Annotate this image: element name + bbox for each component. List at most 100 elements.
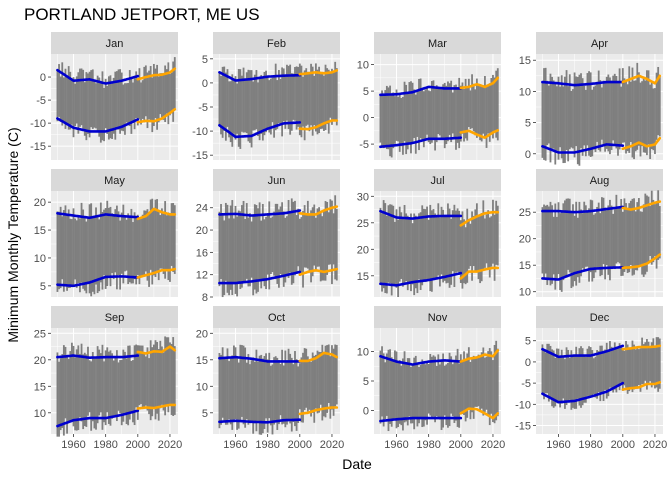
range-bar	[165, 69, 168, 114]
range-bar	[552, 80, 555, 149]
range-bar	[493, 345, 496, 424]
range-bar	[485, 214, 488, 264]
range-bar	[122, 349, 125, 422]
range-bar	[72, 77, 75, 138]
range-bar	[584, 356, 587, 403]
range-bar	[232, 345, 235, 422]
range-bar	[647, 341, 650, 384]
range-bar	[408, 218, 411, 283]
range-bar	[117, 69, 120, 130]
range-bar	[610, 80, 613, 150]
panel-sep: Sep 10 15 20 25 1960 1980 2000 2020	[34, 306, 182, 451]
range-bar	[281, 202, 284, 276]
range-bar	[151, 198, 154, 285]
range-bar	[91, 352, 94, 422]
trend-line-lower-early	[56, 275, 140, 288]
range-bar	[95, 207, 97, 285]
range-bar	[242, 345, 245, 425]
range-bar	[448, 208, 451, 288]
range-bar	[573, 215, 576, 282]
range-bar	[156, 342, 159, 414]
range-bar	[646, 70, 648, 156]
range-bar	[289, 353, 292, 424]
range-bar	[461, 211, 464, 289]
range-bar	[649, 346, 652, 382]
range-bar	[127, 345, 130, 426]
range-bar	[564, 76, 566, 163]
panel-oct: Oct 5 10 15 20 1960 1980 2000 2020	[196, 306, 344, 451]
range-bar	[546, 204, 549, 285]
range-bar	[135, 218, 138, 285]
range-bar	[586, 73, 589, 146]
range-bar	[583, 85, 586, 146]
range-bar	[435, 217, 438, 280]
range-bar	[639, 211, 642, 266]
range-bar	[103, 209, 105, 276]
range-bar	[269, 217, 272, 275]
range-bar	[136, 345, 139, 420]
range-bar	[408, 358, 411, 417]
range-bar	[303, 205, 306, 268]
range-bar	[455, 210, 457, 273]
range-bar	[250, 70, 253, 148]
range-bar	[479, 84, 482, 141]
range-bar	[241, 205, 243, 288]
range-bar	[419, 78, 422, 139]
range-bar	[552, 216, 555, 275]
range-bar	[421, 205, 424, 286]
range-bar	[313, 75, 316, 126]
range-bar	[547, 85, 550, 144]
range-bar	[74, 83, 77, 127]
range-bar	[625, 340, 627, 388]
range-bar	[480, 86, 483, 142]
range-bar	[278, 359, 280, 425]
y-axis-label: Minimum Monthly Temperature (C)	[5, 127, 21, 342]
range-bar	[599, 345, 602, 402]
range-bar	[439, 364, 441, 420]
range-bar	[636, 62, 639, 150]
range-bar	[313, 355, 316, 423]
range-bar	[101, 71, 104, 141]
range-bar	[456, 87, 459, 143]
range-bar	[617, 206, 619, 263]
range-bar	[432, 80, 435, 139]
range-bar	[612, 347, 615, 393]
range-bar	[154, 68, 157, 119]
trend-line-lower-late	[621, 136, 662, 151]
range-bar	[79, 218, 81, 293]
range-bar	[430, 356, 433, 419]
range-bar	[451, 92, 454, 134]
range-bar	[649, 206, 652, 256]
range-bar	[453, 204, 456, 288]
range-bar	[439, 217, 441, 287]
range-bar	[384, 90, 387, 146]
range-bar	[410, 366, 412, 424]
facet-panels: Jan -15 -10 -5 0 Feb -15 -10 -5 0 5 Mar -5 0 5 10 Apr 0 5 1…	[30, 32, 667, 451]
range-bar	[472, 83, 475, 132]
range-bar	[67, 66, 70, 130]
range-bar	[458, 77, 461, 149]
range-bar	[560, 212, 563, 292]
range-bar	[173, 57, 176, 109]
range-bar	[414, 215, 417, 289]
range-bar	[297, 366, 300, 423]
strip-label: Apr	[591, 38, 608, 50]
range-bar	[589, 347, 592, 396]
range-bar	[252, 216, 255, 296]
range-bar	[639, 82, 642, 157]
range-bar	[64, 346, 67, 419]
range-bar	[221, 66, 224, 138]
range-bar	[144, 65, 147, 117]
range-bar	[319, 352, 322, 405]
range-bar	[381, 346, 383, 417]
range-bar	[120, 212, 123, 274]
range-bar	[547, 206, 550, 280]
range-bar	[107, 207, 110, 276]
y-tick-label: 0	[363, 113, 369, 125]
range-bar	[455, 84, 457, 150]
y-tick-label: -5	[198, 102, 208, 114]
range-bar	[655, 201, 658, 269]
range-bar	[274, 63, 277, 131]
range-bar	[570, 90, 573, 148]
range-bar	[628, 203, 631, 273]
